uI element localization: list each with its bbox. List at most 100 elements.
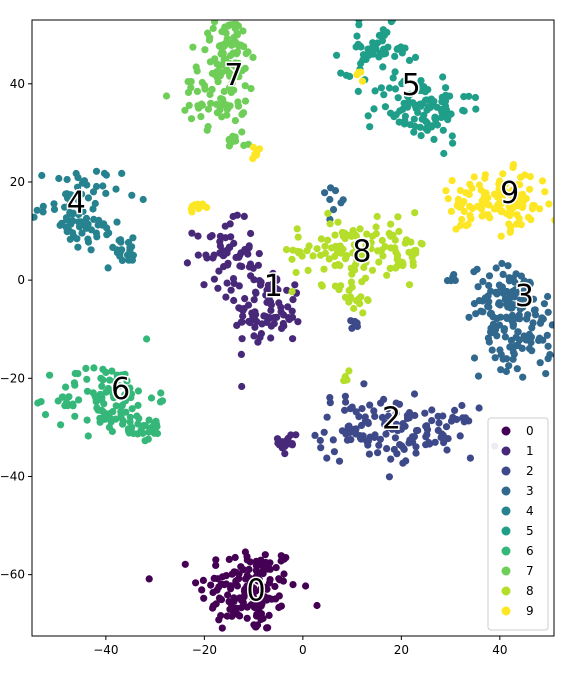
point-class-2 xyxy=(425,438,433,447)
point-class-7 xyxy=(224,105,232,113)
point-class-4 xyxy=(56,221,64,229)
point-class-7 xyxy=(239,27,247,35)
point-class-9 xyxy=(357,68,365,76)
point-class-2 xyxy=(451,406,459,414)
point-class-1 xyxy=(215,267,223,275)
point-class-4 xyxy=(113,218,121,226)
point-class-2 xyxy=(382,430,390,438)
point-class-3 xyxy=(321,189,329,197)
point-class-8 xyxy=(336,262,344,270)
point-class-2 xyxy=(316,436,324,445)
series-6 xyxy=(32,335,167,445)
point-class-9 xyxy=(496,177,504,185)
point-class-4 xyxy=(21,190,28,197)
point-class-2 xyxy=(385,473,393,481)
point-class-6 xyxy=(112,415,120,423)
point-class-1 xyxy=(288,307,296,315)
series-1 xyxy=(183,211,302,458)
point-class-0 xyxy=(261,583,269,591)
point-class-0 xyxy=(232,604,240,612)
point-class-5 xyxy=(400,77,408,85)
point-class-4 xyxy=(65,227,73,235)
point-class-6 xyxy=(158,397,167,405)
point-class-3 xyxy=(450,271,458,279)
point-class-4 xyxy=(39,208,47,216)
point-class-5 xyxy=(410,128,418,136)
y-axis: −60 −40 −20 0 20 40 xyxy=(0,77,32,582)
point-class-5 xyxy=(367,44,375,53)
point-class-6 xyxy=(83,387,92,395)
point-class-6 xyxy=(71,369,79,378)
point-class-7 xyxy=(227,39,235,48)
point-class-3 xyxy=(475,297,483,305)
point-class-0 xyxy=(225,555,233,564)
point-class-1 xyxy=(291,281,299,289)
point-class-1 xyxy=(221,222,229,230)
point-class-0 xyxy=(263,596,271,604)
point-class-7 xyxy=(185,101,193,109)
point-class-3 xyxy=(500,326,508,335)
point-class-0 xyxy=(230,597,238,605)
point-class-4 xyxy=(84,194,92,202)
point-class-2 xyxy=(317,444,325,452)
series-2 xyxy=(311,317,499,481)
point-class-0 xyxy=(212,561,220,570)
point-class-4 xyxy=(109,243,117,251)
point-class-6 xyxy=(57,421,65,429)
point-class-6 xyxy=(119,417,127,425)
point-class-6 xyxy=(98,396,106,404)
legend-box xyxy=(487,417,549,631)
point-class-1 xyxy=(238,382,246,391)
point-class-0 xyxy=(218,624,226,632)
point-class-2 xyxy=(344,423,352,431)
point-class-6 xyxy=(139,429,147,437)
legend-label-6: 6 xyxy=(526,544,534,558)
point-class-1 xyxy=(285,315,293,324)
legend-marker-1 xyxy=(501,446,511,456)
point-class-8 xyxy=(332,242,340,250)
point-class-7 xyxy=(216,106,224,114)
point-class-2 xyxy=(326,399,334,407)
point-class-3 xyxy=(531,306,539,314)
point-class-2 xyxy=(341,392,349,400)
point-class-2 xyxy=(330,448,338,456)
point-class-2 xyxy=(352,408,360,416)
point-class-7 xyxy=(241,97,250,105)
point-class-5 xyxy=(353,32,361,40)
point-class-5 xyxy=(391,85,400,93)
point-class-7 xyxy=(242,50,250,58)
point-class-2 xyxy=(475,404,483,412)
point-class-8 xyxy=(347,278,355,286)
point-class-5 xyxy=(442,84,450,92)
point-class-9 xyxy=(199,200,207,208)
point-class-6 xyxy=(61,402,69,410)
point-class-8 xyxy=(305,242,313,250)
point-class-2 xyxy=(365,450,373,458)
point-class-9 xyxy=(527,216,535,224)
point-class-9 xyxy=(506,210,514,218)
point-class-4 xyxy=(61,203,69,211)
point-class-5 xyxy=(422,96,430,104)
point-class-9 xyxy=(494,200,502,209)
point-class-5 xyxy=(364,112,372,120)
point-class-2 xyxy=(412,443,420,451)
point-class-1 xyxy=(240,304,248,313)
point-class-1 xyxy=(265,295,273,303)
point-class-1 xyxy=(258,320,266,328)
point-class-5 xyxy=(384,43,392,51)
point-class-5 xyxy=(371,87,379,95)
point-class-9 xyxy=(541,188,549,196)
point-class-0 xyxy=(259,570,267,578)
cluster-label-1: 1 xyxy=(264,269,283,304)
point-class-9 xyxy=(485,201,493,209)
point-class-5 xyxy=(391,68,399,76)
legend-label-7: 7 xyxy=(526,564,534,578)
point-class-2 xyxy=(398,442,406,450)
point-class-7 xyxy=(206,58,214,66)
point-class-4 xyxy=(89,205,97,213)
point-class-0 xyxy=(275,592,283,600)
point-class-2 xyxy=(458,401,466,410)
point-class-8 xyxy=(363,230,371,238)
point-class-3 xyxy=(509,274,517,282)
point-class-8 xyxy=(418,240,426,248)
